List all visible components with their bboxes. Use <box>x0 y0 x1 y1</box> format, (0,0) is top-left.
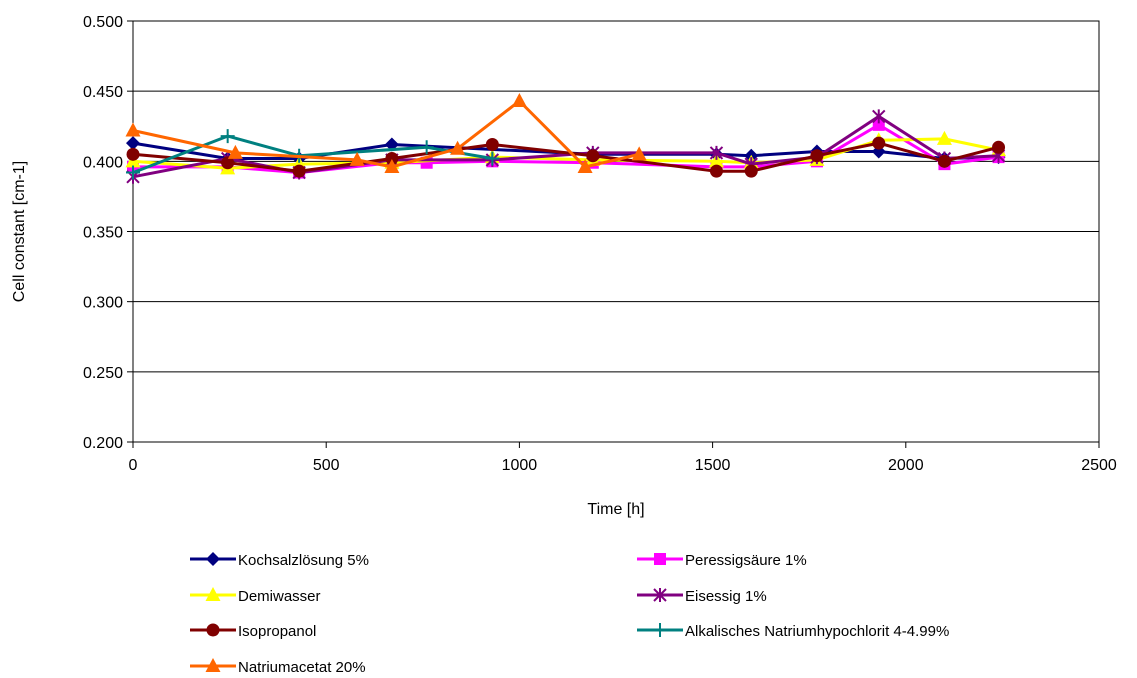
series-layer <box>125 92 1007 184</box>
legend-item: Kochsalzlösung 5% <box>190 552 369 569</box>
data-point <box>384 158 400 173</box>
data-point <box>125 122 141 137</box>
data-point <box>631 146 647 161</box>
legend-swatch-marker <box>205 587 221 601</box>
data-point <box>577 158 593 173</box>
y-tick-label: 0.350 <box>83 225 123 242</box>
x-tick-label: 2500 <box>1081 457 1117 474</box>
x-tick-label: 2000 <box>888 457 924 474</box>
legend-label: Eisessig 1% <box>685 588 767 605</box>
data-point <box>419 140 434 155</box>
legend-swatch-marker <box>653 588 667 602</box>
data-point <box>485 137 499 151</box>
series-line <box>132 99 640 169</box>
legend-label: Demiwasser <box>238 588 321 605</box>
legend-swatch-marker <box>654 553 666 565</box>
data-point <box>126 165 140 180</box>
y-tick-label: 0.450 <box>83 84 123 101</box>
data-point <box>349 151 365 166</box>
data-point <box>708 153 724 168</box>
data-point <box>709 164 723 178</box>
data-point <box>992 140 1006 154</box>
data-point <box>385 152 399 166</box>
data-point <box>810 149 824 163</box>
data-point <box>126 136 140 151</box>
legend-label: Natriumacetat 20% <box>238 659 366 676</box>
legend-swatch-marker <box>206 623 220 637</box>
series-line <box>132 141 999 173</box>
data-point <box>220 129 235 144</box>
x-axis: 0 500 1000 1500 2000 2500 <box>129 442 1117 474</box>
legend-label: Isopropanol <box>238 623 316 640</box>
data-point <box>937 154 951 168</box>
data-point <box>586 149 600 163</box>
legend-item: Alkalisches Natriumhypochlorit 4-4.99% <box>637 623 949 640</box>
y-tick-label: 0.250 <box>83 365 123 382</box>
data-point <box>227 144 243 159</box>
legend-label: Kochsalzlösung 5% <box>238 552 369 569</box>
legend-swatch-marker <box>205 658 221 672</box>
x-tick-label: 1500 <box>695 457 731 474</box>
y-axis-title: Cell constant [cm-1] <box>11 161 28 302</box>
x-tick-label: 500 <box>313 457 340 474</box>
x-tick-label: 0 <box>129 457 138 474</box>
series-6 <box>125 92 647 173</box>
data-point <box>872 118 885 131</box>
y-tick-label: 0.200 <box>83 435 123 452</box>
data-point <box>221 156 235 170</box>
legend-swatch-marker <box>206 552 220 566</box>
legend-label: Peressigsäure 1% <box>685 552 807 569</box>
data-point <box>126 147 140 161</box>
data-point <box>709 145 724 160</box>
gridlines <box>133 20 1099 443</box>
legend-item: Eisessig 1% <box>637 588 767 605</box>
data-point <box>936 130 952 145</box>
x-axis-title: Time [h] <box>587 501 644 518</box>
legend-item: Natriumacetat 20% <box>190 658 366 676</box>
data-point <box>292 164 306 178</box>
legend-item: Peressigsäure 1% <box>637 552 807 569</box>
legend: Kochsalzlösung 5% Peressigsäure 1% Demiwas… <box>190 552 949 676</box>
data-point <box>872 109 886 124</box>
series-4 <box>126 136 1006 178</box>
legend-item: Demiwasser <box>190 587 321 605</box>
x-tick-label: 1000 <box>502 457 538 474</box>
series-line <box>132 137 999 170</box>
data-point <box>744 164 758 178</box>
y-axis: 0.200 0.250 0.300 0.350 0.400 0.450 0.500 <box>83 14 133 452</box>
y-tick-label: 0.400 <box>83 154 123 171</box>
legend-label: Alkalisches Natriumhypochlorit 4-4.99% <box>685 623 949 640</box>
data-point <box>450 140 466 155</box>
data-point <box>872 136 886 150</box>
y-tick-label: 0.300 <box>83 295 123 312</box>
y-tick-label: 0.500 <box>83 14 123 31</box>
data-point <box>511 92 527 107</box>
data-point <box>485 151 500 166</box>
legend-item: Isopropanol <box>190 623 316 640</box>
legend-swatch-marker <box>653 623 667 637</box>
